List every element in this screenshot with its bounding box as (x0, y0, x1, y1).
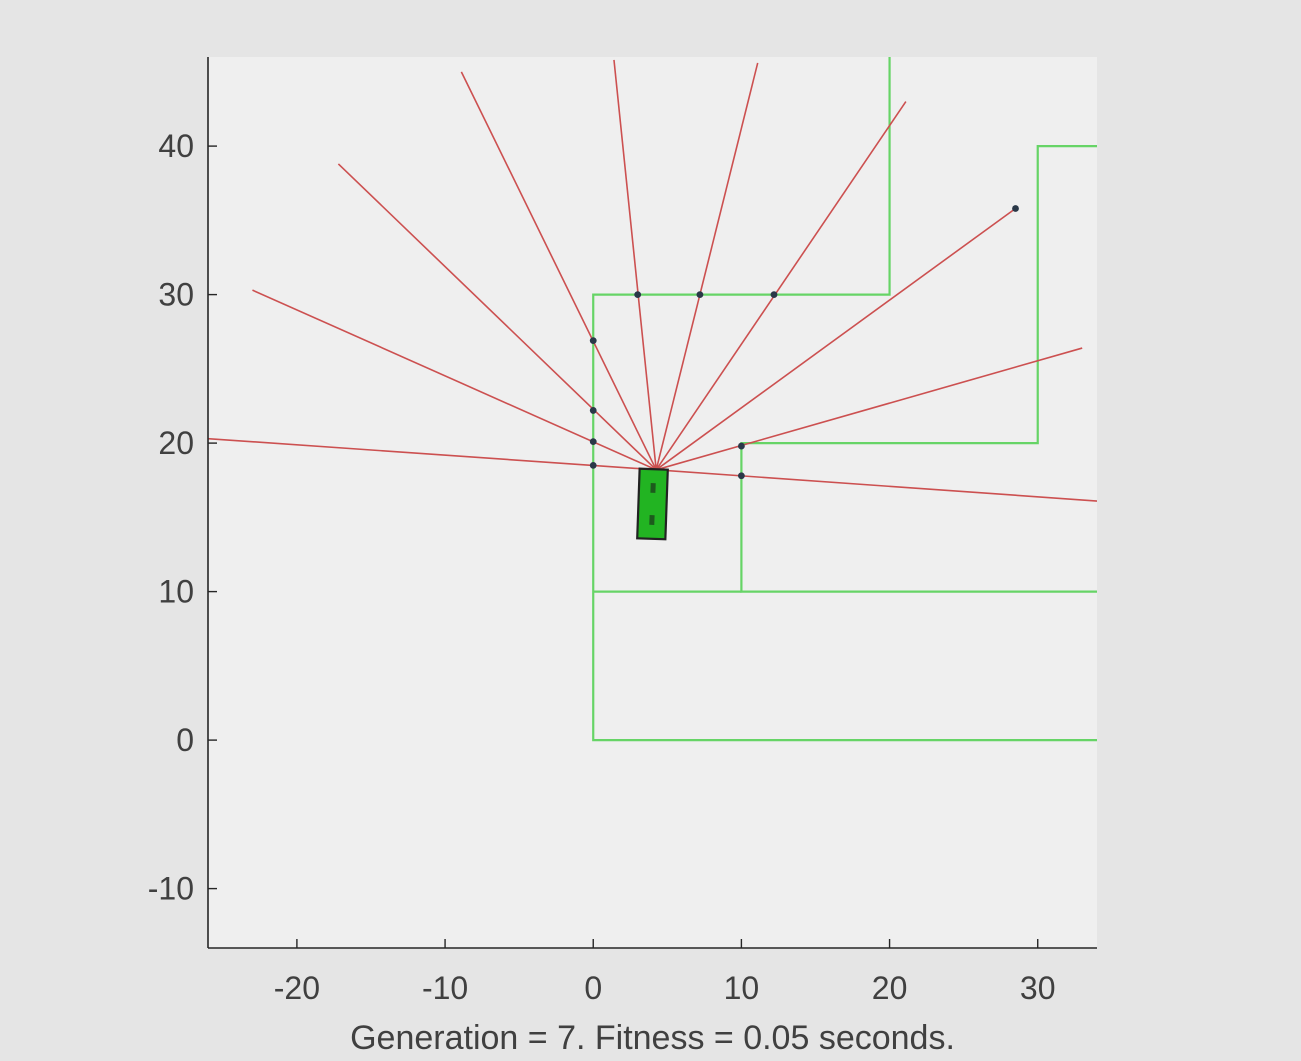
x-axis-ticks: -20 -10 0 10 20 30 (274, 939, 1056, 1006)
sensor-ray-9 (655, 347, 1083, 471)
car-body (636, 467, 669, 541)
sensor-ray-7 (655, 101, 907, 471)
x-tick-label-5: 20 (872, 970, 908, 1006)
y-axis-ticks: -10 0 10 20 30 40 (148, 128, 217, 907)
y-tick-label-3: 10 (158, 574, 194, 610)
sensor-ray-10 (656, 469, 1097, 502)
sensor-ray-3 (337, 163, 657, 471)
chart-caption: Generation = 7. Fitness = 0.05 seconds. (350, 1019, 955, 1057)
sensor-ray-5 (613, 59, 657, 470)
y-tick-label-1: -10 (148, 871, 194, 907)
plot-area (208, 57, 1097, 742)
sensor-hit-points (589, 205, 1019, 480)
sensor-hit-point-9 (738, 442, 745, 450)
sensor-rays (208, 59, 1097, 502)
sensor-ray-8 (655, 207, 1016, 471)
car (636, 467, 669, 541)
car-body-group (636, 467, 669, 541)
x-tick-label-4: 10 (724, 970, 760, 1006)
axes: -20 -10 0 10 20 30 -10 0 10 20 30 40 (148, 57, 1097, 1006)
sensor-ray-2 (252, 289, 657, 471)
sensor-ray-6 (655, 62, 759, 471)
x-tick-label-2: -10 (422, 970, 468, 1006)
sensor-hit-point-4 (589, 337, 597, 345)
sensor-hit-point-7 (770, 291, 778, 298)
y-tick-label-2: 0 (176, 722, 194, 758)
x-tick-label-3: 0 (584, 970, 602, 1006)
sensor-hit-point-8 (1012, 205, 1019, 212)
sensor-hit-point-5 (634, 291, 642, 298)
sensor-ray-1 (208, 437, 657, 471)
car-front-mark (650, 483, 656, 493)
sensor-hit-point-2 (589, 438, 597, 446)
y-tick-label-4: 20 (158, 425, 194, 461)
sensor-hit-point-3 (589, 407, 597, 414)
sensor-hit-point-10 (738, 472, 745, 480)
outer-wall (740, 145, 1097, 593)
sensor-hit-point-6 (696, 291, 704, 298)
inner-wall (592, 57, 1097, 742)
y-tick-label-6: 40 (158, 128, 194, 164)
sensor-ray-4 (460, 71, 657, 471)
car-rear-mark (649, 515, 655, 525)
track-walls (592, 57, 1097, 742)
y-tick-label-5: 30 (158, 277, 194, 313)
x-tick-label-1: -20 (274, 970, 320, 1006)
sensor-hit-point-1 (589, 461, 597, 469)
x-tick-label-6: 30 (1020, 970, 1056, 1006)
